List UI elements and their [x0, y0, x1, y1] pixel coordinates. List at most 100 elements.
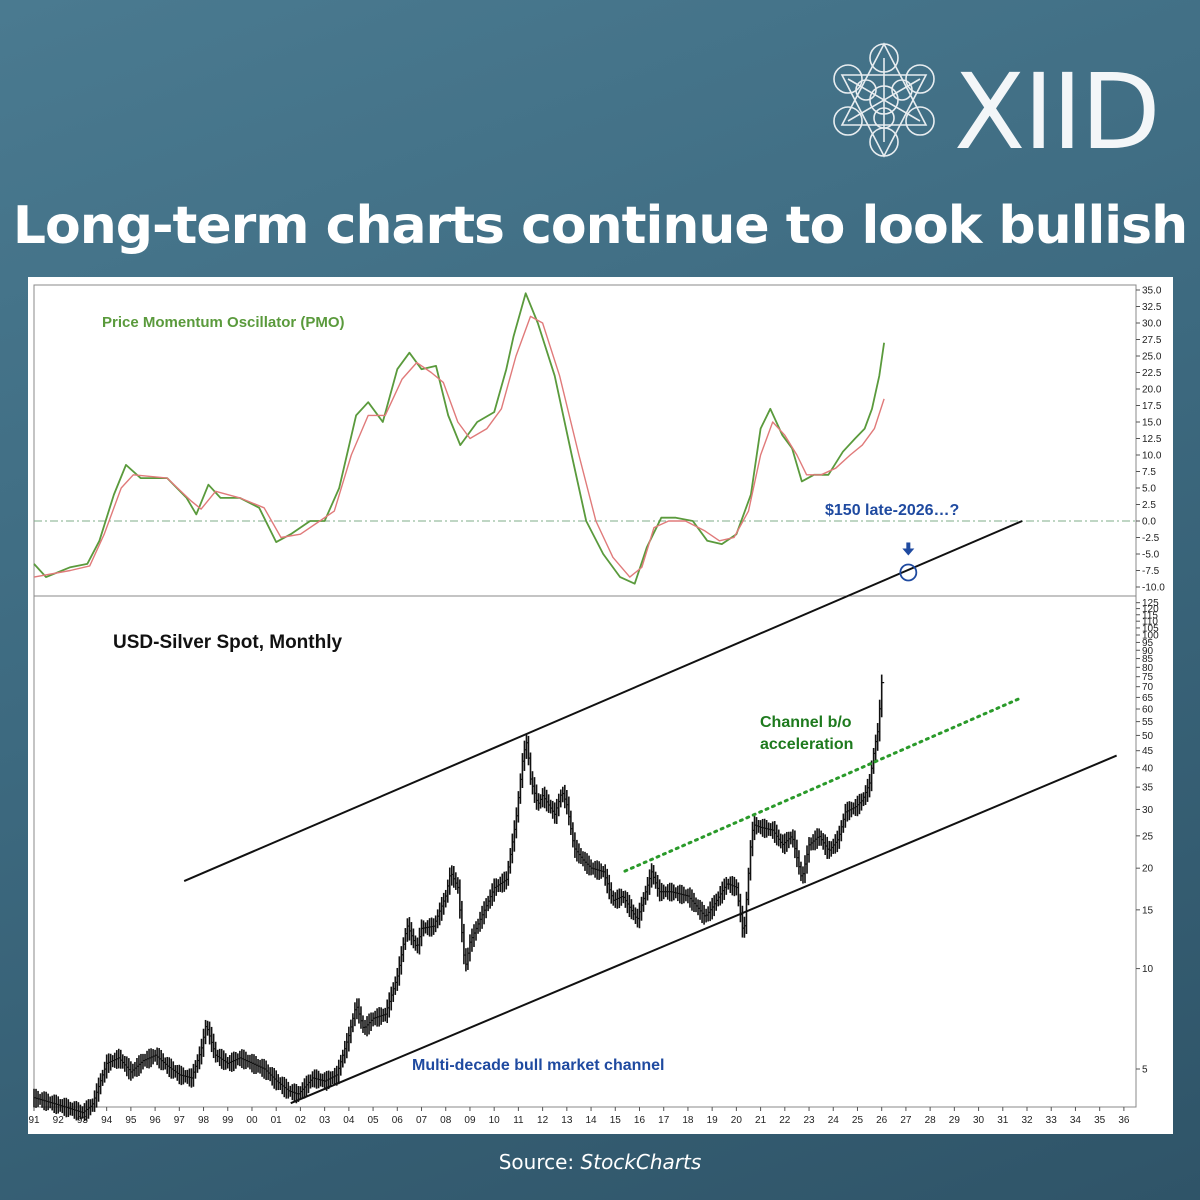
price-tick-label: 70	[1142, 682, 1154, 693]
source-name: StockCharts	[580, 1150, 702, 1174]
x-tick-label: 18	[682, 1115, 694, 1126]
silver-chart: 35.0 32.5 30.0 27.5 25.0 22.5 20.0 17.5 15.0 12.5…	[28, 284, 1165, 1126]
trend-lines	[183, 520, 1118, 1105]
x-tick-label: 25	[852, 1115, 864, 1126]
price-tick-label: 105	[1142, 623, 1159, 634]
logo-wordmark: XIID	[954, 51, 1156, 163]
pmo-line	[33, 292, 885, 585]
price-tick-label: 85	[1142, 654, 1154, 665]
x-tick-label: 13	[561, 1115, 573, 1126]
x-tick-label: 31	[997, 1115, 1009, 1126]
price-tick-label: 15	[1142, 905, 1154, 916]
chart-frame	[33, 284, 1137, 1108]
pmo-tick-label: 0.0	[1142, 517, 1156, 528]
lower-channel-line	[290, 754, 1118, 1105]
target-arrow-head	[902, 548, 915, 556]
x-tick-label: 96	[150, 1115, 162, 1126]
pmo-tick-label: 10.0	[1142, 451, 1162, 462]
x-tick-label: 92	[53, 1115, 65, 1126]
price-tick-label: 115	[1142, 610, 1158, 621]
x-tick-label: 34	[1070, 1115, 1082, 1126]
price-tick-label: 110	[1142, 617, 1158, 628]
x-tick-label: 97	[174, 1115, 186, 1126]
x-tick-label: 10	[489, 1115, 501, 1126]
x-tick-label: 23	[803, 1115, 815, 1126]
x-tick-label: 20	[731, 1115, 743, 1126]
price-tick-label: 75	[1142, 672, 1154, 683]
pmo-tick-label: 25.0	[1142, 352, 1162, 363]
x-tick-label: 26	[876, 1115, 888, 1126]
pmo-tick-label: 2.5	[1142, 500, 1156, 511]
price-tick-label: 5	[1142, 1065, 1148, 1076]
pmo-signal-line	[33, 315, 885, 578]
breakout-annotation-line2: acceleration	[760, 736, 853, 753]
x-tick-label: 32	[1021, 1115, 1033, 1126]
price-tick-label: 120	[1142, 604, 1159, 615]
pmo-tick-label: -7.5	[1142, 566, 1160, 577]
x-tick-label: 14	[585, 1115, 597, 1126]
x-tick-label: 19	[707, 1115, 719, 1126]
x-tick-label: 29	[949, 1115, 961, 1126]
x-tick-label: 08	[440, 1115, 452, 1126]
upper-channel-line	[183, 520, 1023, 882]
x-tick-label: 05	[368, 1115, 380, 1126]
channel-annotation: Multi-decade bull market channel	[412, 1057, 665, 1074]
x-tick-label: 98	[198, 1115, 210, 1126]
price-tick-label: 45	[1142, 746, 1154, 757]
x-tick-label: 04	[343, 1115, 355, 1126]
price-tick-label: 30	[1142, 805, 1154, 816]
pmo-tick-label: 15.0	[1142, 418, 1162, 429]
price-tick-label: 90	[1142, 646, 1154, 657]
x-tick-label: 28	[925, 1115, 937, 1126]
price-tick-label: 80	[1142, 663, 1154, 674]
x-tick-label: 94	[101, 1115, 113, 1126]
pmo-tick-label: 22.5	[1142, 368, 1162, 379]
chart-labels: Price Momentum Oscillator (PMO) USD-Silve…	[102, 314, 959, 1074]
x-tick-label: 17	[658, 1115, 670, 1126]
x-tick-label: 93	[77, 1115, 89, 1126]
target-arrow-shaft	[906, 542, 911, 549]
pmo-tick-label: 27.5	[1142, 335, 1162, 346]
pmo-tick-label: 5.0	[1142, 484, 1156, 495]
x-tick-label: 24	[828, 1115, 840, 1126]
x-tick-label: 02	[295, 1115, 307, 1126]
pmo-tick-label: -5.0	[1142, 550, 1160, 561]
x-tick-label: 35	[1094, 1115, 1106, 1126]
pmo-tick-label: 35.0	[1142, 286, 1162, 297]
pmo-tick-label: 7.5	[1142, 467, 1156, 478]
pmo-tick-label: 20.0	[1142, 385, 1162, 396]
target-circle	[899, 563, 918, 582]
price-tick-label: 20	[1142, 864, 1154, 875]
x-tick-label: 03	[319, 1115, 331, 1126]
pmo-panel	[33, 292, 1136, 585]
x-tick-label: 95	[125, 1115, 137, 1126]
x-tick-label: 01	[271, 1115, 283, 1126]
x-tick-label: 07	[416, 1115, 428, 1126]
x-tick-label: 09	[464, 1115, 476, 1126]
pmo-title: Price Momentum Oscillator (PMO)	[102, 314, 345, 331]
headline: Long-term charts continue to look bullis…	[12, 196, 1188, 256]
x-tick-label: 22	[779, 1115, 791, 1126]
sacred-geometry-icon	[833, 42, 935, 158]
price-title: USD-Silver Spot, Monthly	[113, 632, 343, 653]
price-tick-label: 65	[1142, 693, 1154, 704]
price-tick-label: 60	[1142, 705, 1154, 716]
x-tick-label: 33	[1046, 1115, 1058, 1126]
x-tick-label: 15	[610, 1115, 622, 1126]
price-tick-label: 50	[1142, 731, 1154, 742]
target-annotation: $150 late-2026…?	[825, 502, 959, 519]
price-tick-label: 40	[1142, 763, 1154, 774]
price-tick-label: 25	[1142, 831, 1154, 842]
price-tick-label: 95	[1142, 638, 1154, 649]
price-tick-label: 125	[1142, 598, 1159, 609]
x-tick-label: 91	[28, 1115, 40, 1126]
x-tick-label: 11	[513, 1115, 524, 1126]
chart-panel: 35.0 32.5 30.0 27.5 25.0 22.5 20.0 17.5 15.0 12.5…	[28, 277, 1173, 1134]
price-tick-label: 55	[1142, 717, 1154, 728]
x-tick-label: 00	[246, 1115, 258, 1126]
x-tick-label: 21	[755, 1115, 767, 1126]
pmo-tick-label: 12.5	[1142, 434, 1162, 445]
x-tick-label: 30	[973, 1115, 985, 1126]
breakout-annotation-line1: Channel b/o	[760, 714, 852, 731]
x-tick-label: 12	[537, 1115, 549, 1126]
